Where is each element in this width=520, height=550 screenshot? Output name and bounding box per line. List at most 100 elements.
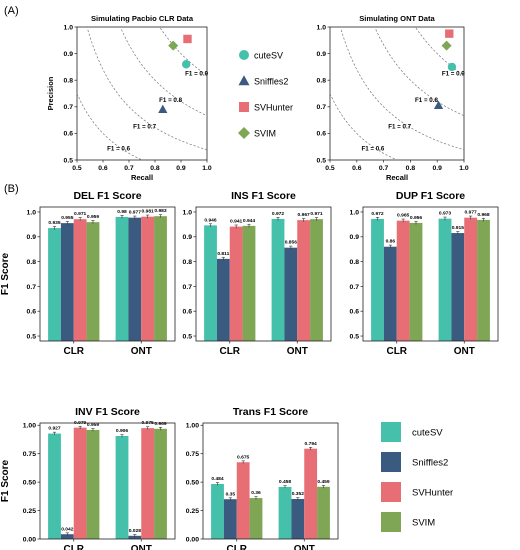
y-axis-label: Precision [46, 76, 55, 110]
legend-swatch-svhunter [381, 482, 401, 502]
y-tick-label: 0.5 [27, 333, 37, 340]
y-tick-label: 1.00 [186, 423, 199, 430]
y-tick-label: 0.7 [64, 104, 74, 111]
data-label: 0.458 [279, 479, 292, 485]
bar-svhunter [229, 226, 243, 341]
bar-svhunter [464, 217, 478, 341]
y-tick-label: 1.0 [64, 24, 74, 31]
y-tick-label: 0.8 [27, 259, 37, 266]
bar-sniffles2 [60, 534, 74, 539]
data-label: 0.935 [48, 220, 61, 226]
x-tick-label: ONT [287, 346, 308, 357]
legend-label: cuteSV [254, 50, 283, 60]
data-label: 0.959 [87, 214, 100, 220]
data-label: 0.983 [154, 208, 167, 214]
data-label: 0.98 [117, 209, 127, 215]
data-point-cutesv [447, 62, 457, 72]
bar-chart-inv: INV F1 Score 0.00 0.25 0.50 0.75 1.00 F1 Score… [0, 406, 176, 550]
bar-sniffles2 [216, 258, 230, 341]
y-tick-label: 0.9 [350, 234, 360, 241]
legend-label: SVHunter [412, 488, 453, 499]
data-label: 0.941 [230, 218, 243, 224]
f1-curve-label: F1 = 0.6 [361, 146, 384, 153]
x-tick-label: 0.9 [176, 165, 186, 172]
f1-curve [87, 29, 208, 151]
chart-title: Trans F1 Score [233, 406, 308, 418]
y-tick-label: 0.5 [64, 157, 74, 164]
data-point-sniffles2 [433, 100, 444, 110]
bar-svhunter [73, 219, 87, 341]
bar-svim [86, 429, 100, 539]
bar-svim [249, 498, 263, 539]
bar-svhunter [236, 462, 250, 539]
bar-sniffles2 [383, 246, 397, 341]
data-point-svhunter [445, 29, 454, 38]
x-tick-label: 0.5 [325, 165, 335, 172]
legend-marker-svim [238, 127, 250, 139]
data-label: 0.459 [317, 479, 330, 485]
bar-cutesv [204, 225, 217, 341]
x-tick-label: 0.5 [72, 165, 82, 172]
scatter-chart-ont: Simulating ONT Data 0.5 0.6 0.7 0.8 0.9 1.0 0.5… [317, 14, 469, 182]
y-tick-label: 0.00 [186, 536, 199, 543]
data-label: 0.675 [237, 454, 250, 460]
bar-svim [154, 428, 167, 539]
f1-curve-label: F1 = 0.8 [159, 97, 182, 104]
data-label: 0.956 [410, 215, 423, 221]
bar-sniffles2 [128, 217, 142, 341]
data-label: 0.915 [452, 225, 465, 231]
x-tick-label: CLR [219, 346, 240, 357]
x-tick-label: 0.6 [98, 165, 108, 172]
chart-title: INS F1 Score [231, 190, 296, 202]
y-tick-label: 0.8 [350, 259, 360, 266]
data-label: 0.955 [61, 215, 74, 221]
x-tick-label: ONT [131, 544, 152, 550]
bar-svim [86, 222, 100, 341]
y-tick-label: 0.8 [64, 78, 74, 85]
legend-marker-svhunter [239, 102, 249, 112]
data-label: 0.977 [129, 210, 142, 216]
x-tick-label: CLR [63, 346, 84, 357]
panel-label-b: (B) [4, 183, 19, 195]
y-tick-label: 0.7 [350, 284, 360, 291]
y-tick-label: 0.75 [23, 451, 36, 458]
bar-sniffles2 [291, 498, 305, 539]
x-tick-label: 0.7 [379, 165, 389, 172]
bar-chart-dup: DUP F1 Score 0.5 0.6 0.7 0.8 0.9 1.0 CLR 0.972 0.… [350, 190, 499, 357]
y-axis-label: F1 Score [0, 459, 11, 502]
bar-cutesv [115, 216, 129, 341]
data-point-svim [168, 40, 179, 51]
bar-svim [477, 219, 490, 341]
x-tick-label: CLR [63, 544, 84, 550]
bar-svhunter [141, 216, 155, 341]
f1-curve [121, 29, 208, 116]
f1-curve-label: F1 = 0.6 [107, 146, 130, 153]
legend-swatch-sniffles2 [381, 452, 401, 472]
data-label: 0.794 [305, 441, 318, 447]
y-tick-label: 1.0 [350, 209, 360, 216]
bar-chart-del: DEL F1 Score 0.5 0.6 0.7 0.8 0.9 1.0 F1 Score CL… [0, 190, 176, 357]
y-tick-label: 0.8 [183, 259, 193, 266]
data-label: 0.35 [226, 491, 236, 497]
x-axis-label: Recall [386, 173, 408, 182]
plot-area [202, 422, 339, 540]
y-tick-label: 0.7 [27, 284, 37, 291]
data-point-svhunter [183, 34, 192, 44]
chart-title: INV F1 Score [75, 406, 140, 418]
x-tick-label: 0.8 [406, 165, 416, 172]
f1-curve [76, 93, 142, 160]
data-label: 0.927 [48, 426, 61, 432]
y-tick-label: 0.5 [317, 157, 327, 164]
bar-cutesv [48, 228, 61, 341]
bar-cutesv [211, 483, 224, 539]
bar-cutesv [271, 218, 285, 341]
x-tick-label: 1.0 [459, 165, 469, 172]
f1-curve [160, 27, 208, 76]
y-tick-label: 0.9 [27, 234, 37, 241]
bar-cutesv [371, 218, 384, 341]
plot-area [76, 26, 208, 161]
y-tick-label: 0.6 [183, 309, 193, 316]
x-tick-label: 0.8 [150, 165, 160, 172]
f1-curve [340, 29, 465, 151]
data-label: 0.971 [310, 211, 323, 217]
